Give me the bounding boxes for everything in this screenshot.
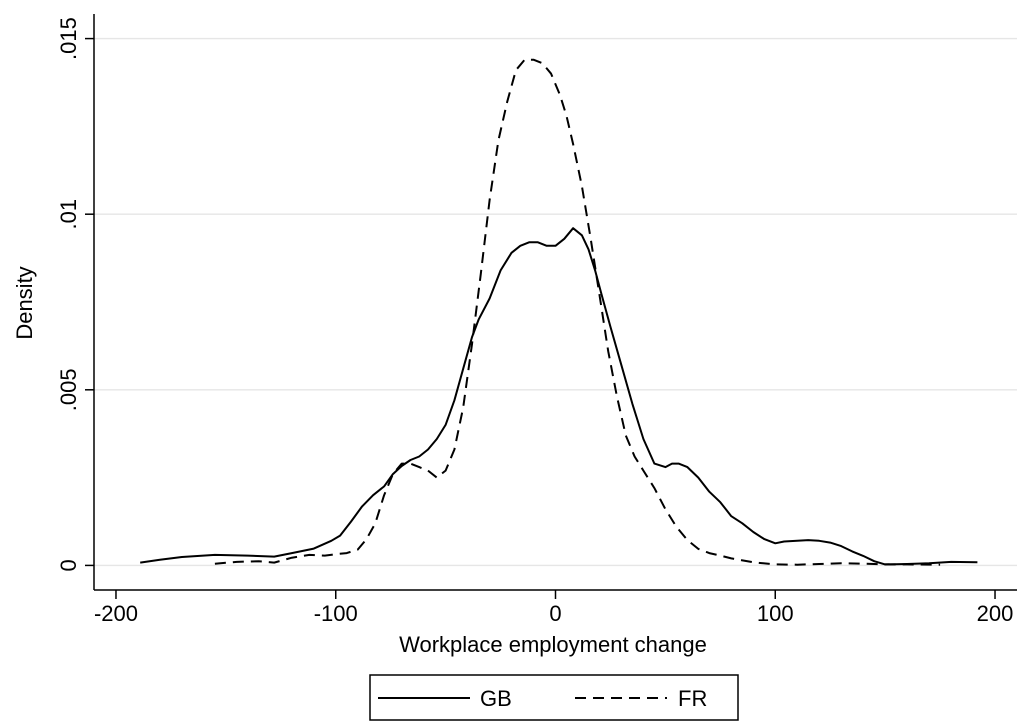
x-tick-label: 100 xyxy=(757,601,794,626)
legend: GB FR xyxy=(369,674,739,721)
y-axis-title: Density xyxy=(12,266,37,339)
x-tick-label: 0 xyxy=(549,601,561,626)
x-axis-title: Workplace employment change xyxy=(399,632,707,657)
y-tick-label: .005 xyxy=(56,368,81,411)
grid-lines xyxy=(94,37,1017,567)
y-tick-label: .01 xyxy=(56,199,81,230)
x-tick-label: -100 xyxy=(314,601,358,626)
ticks: 0 .005 .01 .015 -200 -100 0 100 200 xyxy=(56,17,1013,626)
series-lines xyxy=(140,58,978,566)
y-tick-label: 0 xyxy=(56,559,81,571)
legend-label-fr: FR xyxy=(678,686,707,711)
series-line-fr xyxy=(214,58,941,566)
x-tick-label: 200 xyxy=(977,601,1014,626)
y-tick-label: .015 xyxy=(56,17,81,60)
axes xyxy=(93,14,1017,591)
series-line-gb xyxy=(140,227,978,566)
x-tick-label: -200 xyxy=(94,601,138,626)
legend-label-gb: GB xyxy=(480,686,512,711)
